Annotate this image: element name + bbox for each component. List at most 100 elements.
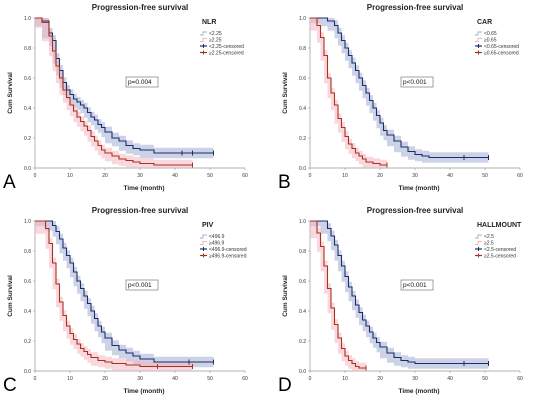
x-tick-label: 20	[102, 173, 108, 179]
y-tick-label: 0.6	[299, 76, 306, 82]
legend-entry: ≥496.9	[209, 241, 224, 247]
y-tick-label: 0.0	[24, 369, 31, 375]
x-tick-label: 30	[412, 376, 418, 382]
x-tick-label: 60	[242, 173, 248, 179]
y-tick-label: 0.8	[24, 46, 31, 52]
y-tick-label: 0.6	[24, 279, 31, 285]
legend-entry: ≥2.5-censored	[484, 254, 516, 260]
x-axis-label: Time (month)	[123, 185, 164, 192]
legend-entry: <2.5-censored	[484, 247, 516, 253]
legend-swatch	[475, 242, 482, 245]
y-tick-label: 0.2	[299, 136, 306, 142]
legend-entry: <0.65-censored	[484, 44, 519, 50]
y-axis-label: Cum Survival	[282, 72, 289, 114]
y-tick-label: 0.8	[299, 46, 306, 52]
x-tick-label: 50	[482, 173, 488, 179]
legend-entry: <2.25-censored	[209, 44, 244, 50]
y-tick-label: 1.0	[299, 219, 306, 225]
legend-entry: <496.9-censored	[209, 247, 247, 253]
panel-letter: C	[3, 375, 17, 397]
x-tick-label: 50	[482, 376, 488, 382]
legend-entry: ≥0.65-censored	[484, 51, 519, 57]
y-tick-label: 0.2	[24, 136, 31, 142]
p-value-label: p<0.001	[128, 282, 152, 289]
x-tick-label: 60	[517, 173, 523, 179]
y-tick-label: 1.0	[299, 16, 306, 22]
km-panel-d: Progression-free survival 0 10 20 30 40 50 60 0.…	[275, 203, 550, 406]
legend-swatch	[475, 39, 482, 42]
x-tick-label: 0	[34, 173, 37, 179]
km-chart-svg: Progression-free survival 0 10 20 30 40 50 60 0.…	[0, 0, 275, 203]
x-tick-label: 60	[242, 376, 248, 382]
p-value-label: p<0.001	[403, 282, 427, 289]
chart-title: Progression-free survival	[367, 3, 463, 12]
km-panel-a: Progression-free survival 0 10 20 30 40 50 60 0.…	[0, 0, 275, 203]
x-tick-label: 0	[309, 376, 312, 382]
panel-letter: D	[278, 375, 292, 397]
y-tick-label: 0.8	[299, 249, 306, 255]
x-tick-label: 40	[447, 376, 453, 382]
y-tick-label: 1.0	[24, 219, 31, 225]
legend-swatch	[200, 242, 207, 245]
legend-entry: <0.65	[484, 31, 497, 37]
km-chart-svg: Progression-free survival 0 10 20 30 40 50 60 0.…	[275, 0, 550, 203]
x-tick-label: 40	[172, 173, 178, 179]
km-chart-svg: Progression-free survival 0 10 20 30 40 50 60 0.…	[275, 203, 550, 406]
km-panel-c: Progression-free survival 0 10 20 30 40 50 60 0.…	[0, 203, 275, 406]
p-value-label: p<0.001	[403, 79, 427, 86]
legend-entry: ≥0.65	[484, 38, 497, 44]
ci-band-low	[35, 221, 214, 367]
legend-entry: ≥2.5	[484, 241, 494, 247]
y-tick-label: 0.4	[299, 106, 306, 112]
x-tick-label: 30	[412, 173, 418, 179]
x-tick-label: 10	[67, 173, 73, 179]
x-axis-label: Time (month)	[398, 185, 439, 192]
x-axis-label: Time (month)	[398, 388, 439, 395]
y-tick-label: 0.4	[24, 106, 31, 112]
legend-title: PIV	[202, 222, 214, 229]
legend-swatch	[200, 32, 207, 35]
y-tick-label: 0.8	[24, 249, 31, 255]
chart-title: Progression-free survival	[92, 206, 188, 215]
legend-entry: <2.5	[484, 234, 494, 240]
y-axis-label: Cum Survival	[7, 275, 14, 317]
x-tick-label: 40	[172, 376, 178, 382]
x-tick-label: 20	[377, 173, 383, 179]
x-tick-label: 60	[517, 376, 523, 382]
y-tick-label: 0.4	[24, 309, 31, 315]
x-tick-label: 20	[102, 376, 108, 382]
chart-title: Progression-free survival	[92, 3, 188, 12]
y-tick-label: 0.2	[299, 339, 306, 345]
ci-band-low	[310, 221, 489, 369]
p-value-label: p=0.004	[128, 79, 152, 86]
x-tick-label: 0	[34, 376, 37, 382]
km-chart-svg: Progression-free survival 0 10 20 30 40 50 60 0.…	[0, 203, 275, 406]
x-tick-label: 10	[67, 376, 73, 382]
km-panel-b: Progression-free survival 0 10 20 30 40 50 60 0.…	[275, 0, 550, 203]
x-tick-label: 0	[309, 173, 312, 179]
y-tick-label: 0.4	[299, 309, 306, 315]
legend-entry: ≥2.25	[209, 38, 222, 44]
legend-swatch	[200, 235, 207, 238]
chart-title: Progression-free survival	[367, 206, 463, 215]
ci-band-high	[310, 18, 387, 168]
x-tick-label: 40	[447, 173, 453, 179]
panel-letter: B	[278, 172, 291, 194]
y-tick-label: 1.0	[24, 16, 31, 22]
y-tick-label: 0.6	[299, 279, 306, 285]
legend-entry: <496.9	[209, 234, 225, 240]
legend-entry: ≥2.25-censored	[209, 51, 244, 57]
y-tick-label: 0.6	[24, 76, 31, 82]
x-tick-label: 30	[137, 173, 143, 179]
y-tick-label: 0.2	[24, 339, 31, 345]
x-tick-label: 10	[342, 173, 348, 179]
y-tick-label: 0.0	[24, 166, 31, 172]
y-axis-label: Cum Survival	[7, 72, 14, 114]
x-axis-label: Time (month)	[123, 388, 164, 395]
x-tick-label: 50	[207, 173, 213, 179]
legend-entry: ≥496.9-censored	[209, 254, 247, 260]
legend-swatch	[475, 32, 482, 35]
y-axis-label: Cum Survival	[282, 275, 289, 317]
legend-title: HALLMOUNT	[477, 222, 522, 229]
x-tick-label: 10	[342, 376, 348, 382]
